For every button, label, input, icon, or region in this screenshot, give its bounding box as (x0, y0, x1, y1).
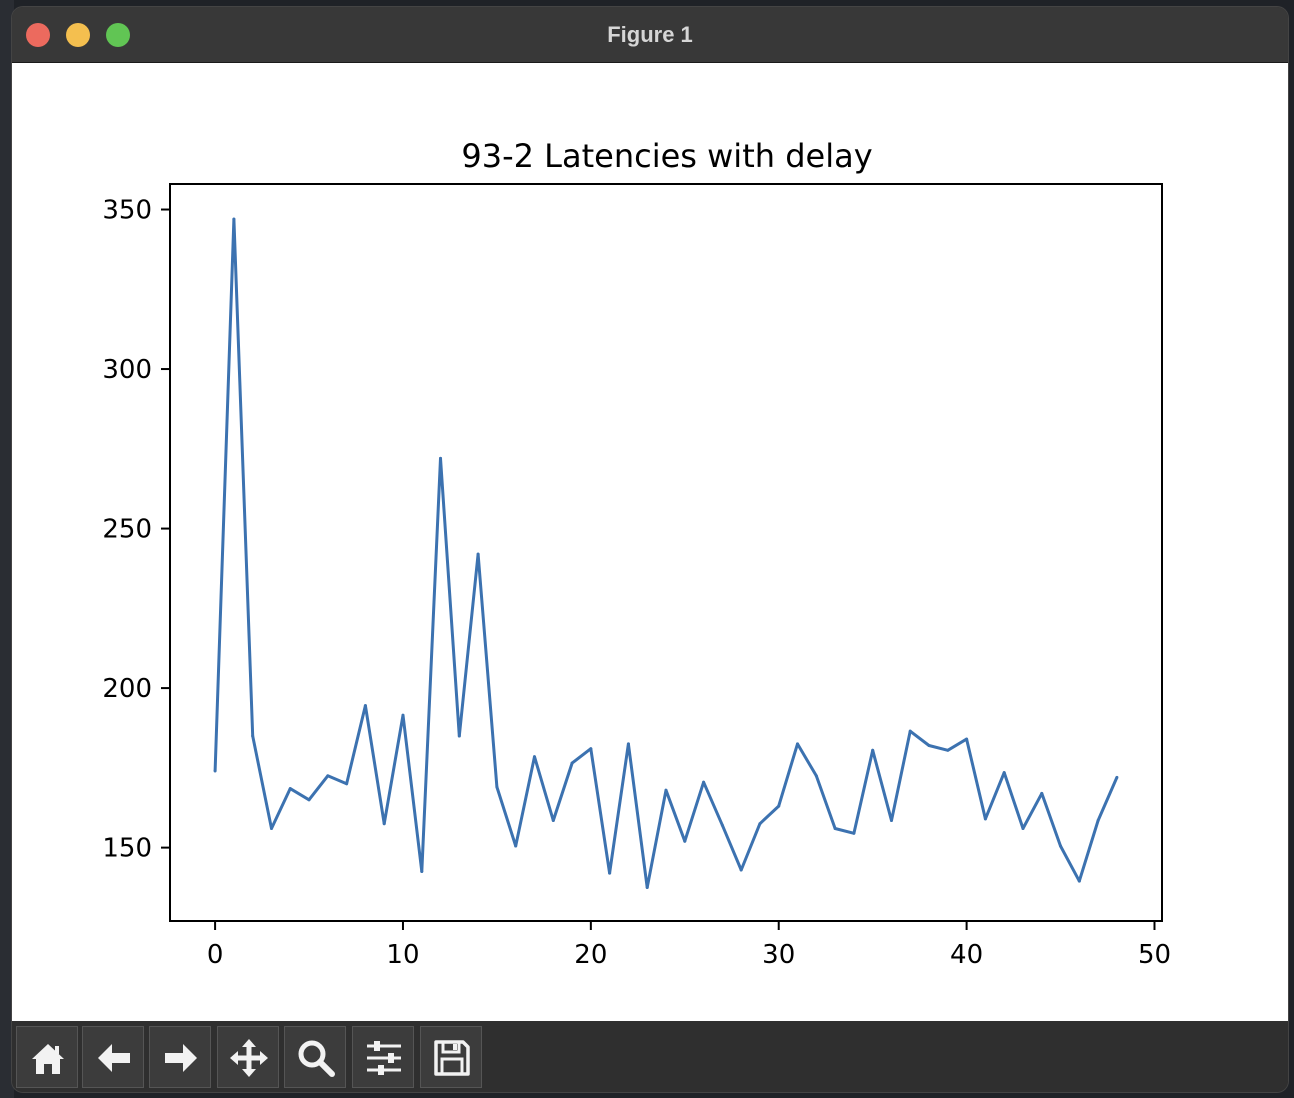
data-point (720, 823, 724, 827)
data-point (908, 729, 912, 733)
configure-subplots-button[interactable] (352, 1026, 414, 1088)
forward-button[interactable] (149, 1026, 211, 1088)
data-point (777, 804, 781, 808)
forward-arrow-icon (165, 1044, 197, 1072)
maximize-window-button[interactable] (106, 23, 130, 47)
data-point (796, 742, 800, 746)
save-button[interactable] (420, 1026, 482, 1088)
data-point (363, 704, 367, 708)
data-point (927, 744, 931, 748)
data-point (814, 774, 818, 778)
data-point (232, 217, 236, 221)
data-point (401, 713, 405, 717)
data-point (852, 831, 856, 835)
x-tick-label: 0 (207, 940, 224, 970)
data-point (457, 734, 461, 738)
back-button[interactable] (82, 1026, 144, 1088)
data-point (983, 817, 987, 821)
figure-canvas[interactable]: 93-2 Latencies with delay 0 10 20 30 40 50 150… (12, 63, 1288, 1021)
data-point (420, 870, 424, 874)
pan-move-icon (230, 1039, 268, 1077)
data-point (1096, 819, 1100, 822)
configure-subplots-icon (367, 1041, 401, 1075)
minimize-window-button[interactable] (66, 23, 90, 47)
title-bar[interactable]: Figure 1 (12, 7, 1288, 63)
y-tick-label: 200 (102, 674, 152, 704)
home-icon (32, 1044, 64, 1074)
data-point (664, 788, 668, 792)
data-point (213, 769, 217, 773)
data-point (1077, 879, 1081, 883)
zoom-button[interactable] (284, 1026, 346, 1088)
data-point (758, 822, 762, 826)
data-point (382, 822, 386, 826)
axes-frame (169, 183, 1163, 922)
data-point (532, 755, 536, 759)
data-point (439, 456, 443, 460)
window-title: Figure 1 (607, 22, 693, 47)
data-point (288, 787, 292, 791)
x-tick-label: 50 (1138, 940, 1171, 970)
data-point (570, 761, 574, 765)
data-point (495, 785, 499, 789)
background-desktop (0, 0, 14, 1098)
data-point (326, 774, 330, 778)
data-point (476, 552, 480, 556)
home-button[interactable] (16, 1026, 78, 1088)
save-icon (434, 1040, 470, 1076)
y-tick-label: 350 (102, 196, 152, 226)
data-point (251, 734, 255, 738)
data-point (269, 826, 273, 830)
data-point (551, 819, 555, 822)
chart-title: 93-2 Latencies with delay (461, 137, 872, 175)
data-point (608, 871, 612, 875)
x-tick-label: 20 (574, 940, 607, 970)
x-tick-label: 40 (950, 940, 983, 970)
data-point (889, 819, 893, 822)
x-tick-label: 10 (386, 940, 419, 970)
data-point (645, 886, 649, 889)
data-point (946, 748, 950, 752)
data-point (1002, 771, 1006, 775)
data-point (702, 780, 706, 784)
data-point (683, 839, 687, 843)
y-tick-label: 300 (102, 355, 152, 385)
data-point (307, 798, 311, 802)
data-point (871, 748, 875, 752)
data-point (1040, 791, 1044, 795)
line-chart: 93-2 Latencies with delay 0 10 20 30 40 50 150… (102, 137, 1171, 970)
figure-window: Figure 1 93-2 Latencies with delay 0 10 20… (12, 7, 1288, 1092)
back-arrow-icon (98, 1044, 130, 1072)
zoom-icon (298, 1040, 335, 1077)
data-point (589, 747, 593, 751)
data-point (739, 868, 743, 872)
y-tick-label: 250 (102, 515, 152, 545)
data-point (1059, 844, 1063, 848)
close-window-button[interactable] (26, 23, 50, 47)
series-line (213, 217, 1119, 889)
data-point (1021, 826, 1025, 830)
x-tick-label: 30 (762, 940, 795, 970)
y-tick-label: 150 (102, 834, 152, 864)
data-point (833, 826, 837, 830)
data-point (626, 742, 630, 746)
data-point (1115, 775, 1119, 779)
navigation-toolbar (12, 1021, 1288, 1092)
data-point (345, 782, 349, 786)
pan-button[interactable] (217, 1026, 279, 1088)
data-point (965, 737, 969, 741)
data-point (514, 844, 518, 848)
